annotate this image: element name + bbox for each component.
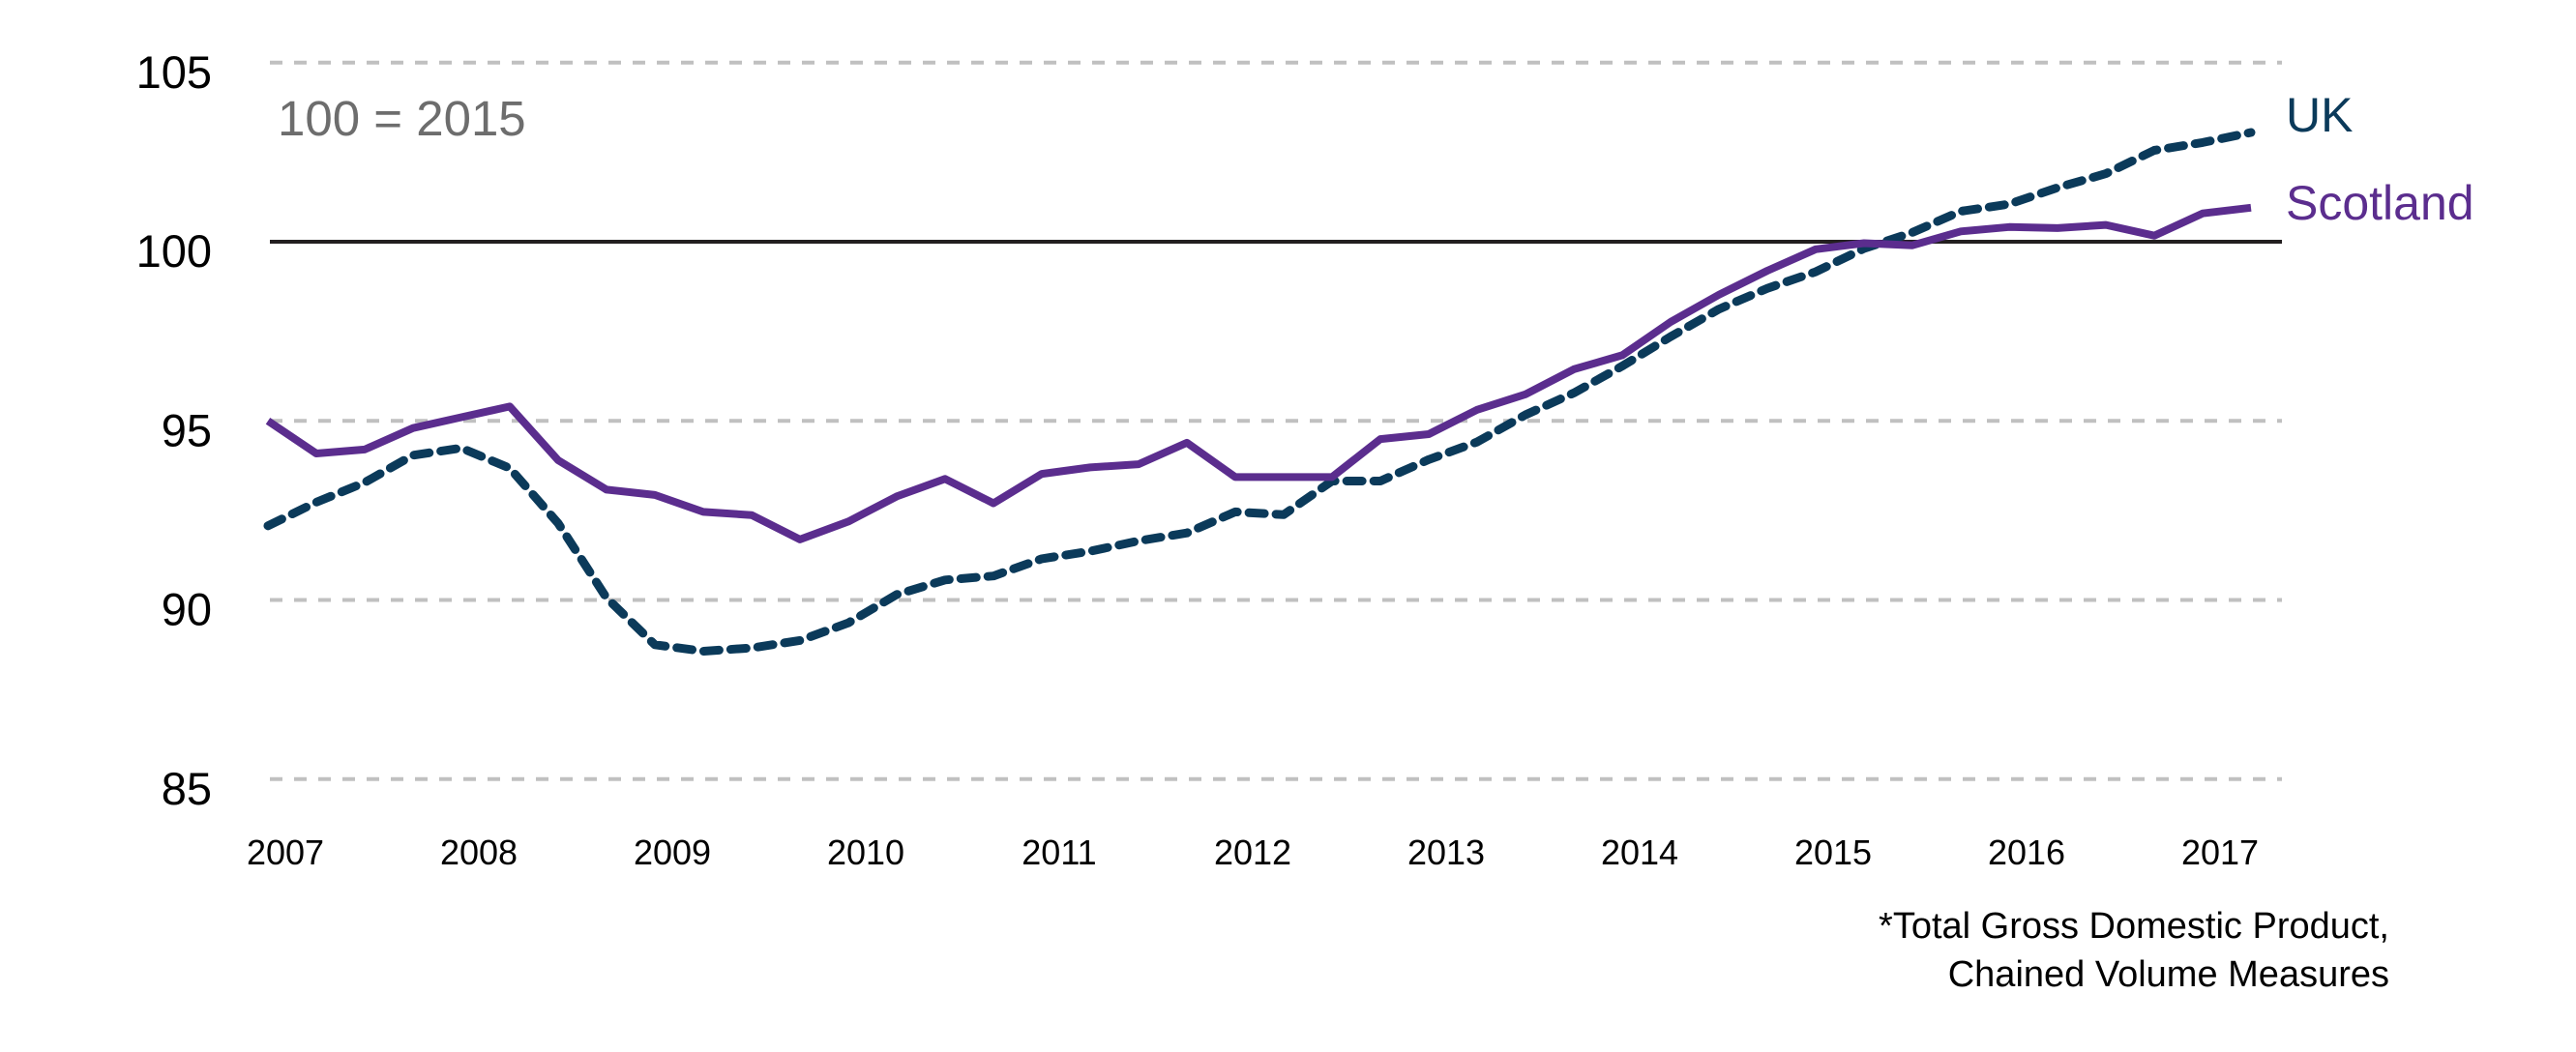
y-tick-label: 90	[162, 584, 212, 635]
x-tick-label: 2009	[634, 833, 711, 872]
footnote-line-2: Chained Volume Measures	[1948, 954, 2389, 995]
base-year-note: 100 = 2015	[278, 91, 526, 146]
x-tick-label: 2007	[247, 833, 324, 872]
y-tick-label: 85	[162, 763, 212, 814]
y-tick-label: 105	[136, 46, 212, 98]
x-tick-label: 2012	[1214, 833, 1291, 872]
x-tick-label: 2010	[827, 833, 904, 872]
gridlines	[270, 60, 2282, 781]
x-tick-label: 2016	[1988, 833, 2065, 872]
y-tick-label: 100	[136, 225, 212, 277]
series-line-scotland	[265, 203, 2252, 543]
footnote-line-1: *Total Gross Domestic Product,	[1879, 906, 2389, 947]
series-line-uk	[263, 128, 2256, 656]
x-tick-label: 2008	[440, 833, 518, 872]
x-tick-label: 2013	[1407, 833, 1485, 872]
series-label-uk: UK	[2286, 88, 2353, 142]
series-lines	[263, 128, 2256, 656]
x-tick-label: 2011	[1022, 833, 1096, 872]
series-label-scotland: Scotland	[2286, 176, 2474, 230]
series-scotland	[265, 203, 2252, 543]
x-tick-label: 2017	[2181, 833, 2259, 872]
y-tick-label: 95	[162, 404, 212, 455]
x-tick-label: 2014	[1601, 833, 1678, 872]
x-axis-ticks: 2007 2008 2009 2010 2011 2012 2013 2014 2015 2016…	[247, 833, 2259, 872]
x-tick-label: 2015	[1794, 833, 1872, 872]
y-axis-ticks: 85 90 95 100 105	[136, 46, 212, 814]
series-uk	[263, 128, 2256, 656]
